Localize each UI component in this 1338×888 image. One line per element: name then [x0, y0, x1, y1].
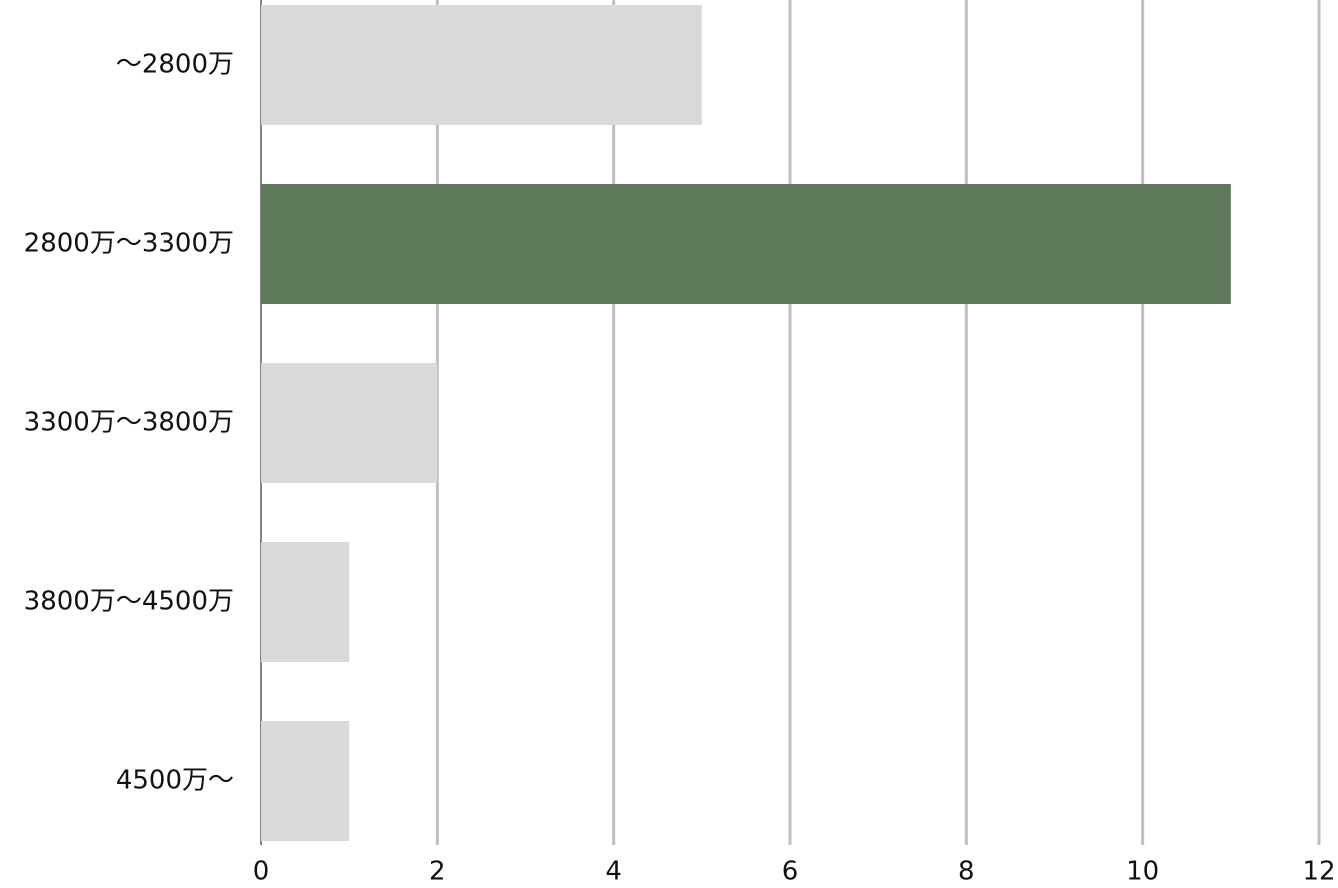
bar — [261, 184, 1231, 304]
x-tick-label: 10 — [1126, 857, 1159, 887]
y-tick-label: 3800万～4500万 — [24, 587, 234, 617]
bar — [261, 721, 350, 841]
bar — [261, 363, 438, 483]
bar — [261, 542, 350, 662]
x-tick-label: 8 — [958, 857, 975, 887]
x-tick-label: 6 — [782, 857, 799, 887]
y-tick-label: ～2800万 — [116, 50, 234, 80]
bar — [261, 5, 702, 125]
x-tick-label: 12 — [1302, 857, 1335, 887]
x-tick-label: 2 — [429, 857, 446, 887]
y-tick-label: 4500万～ — [116, 766, 234, 796]
x-tick-label: 0 — [253, 857, 270, 887]
y-tick-label: 3300万～3800万 — [24, 408, 234, 438]
y-tick-label: 2800万～3300万 — [24, 229, 234, 259]
x-tick-label: 4 — [605, 857, 622, 887]
